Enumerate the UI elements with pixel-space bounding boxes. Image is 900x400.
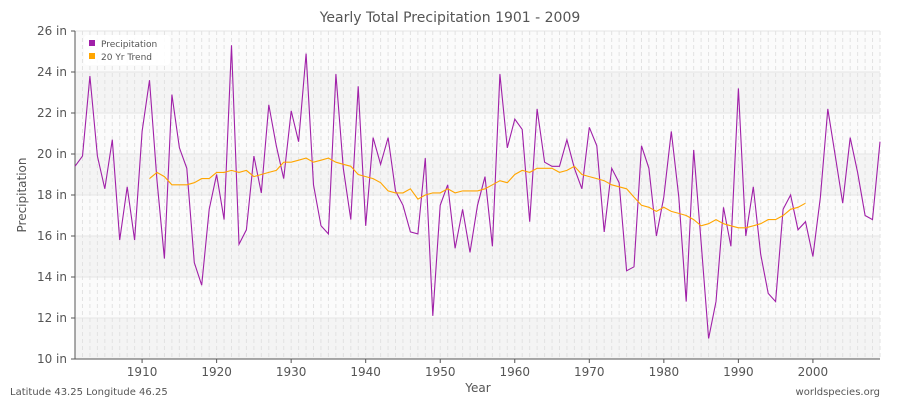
x-tick-label: 1930 xyxy=(276,365,307,379)
y-tick-label: 24 in xyxy=(37,65,67,79)
y-tick-label: 22 in xyxy=(37,106,67,120)
x-tick-label: 1920 xyxy=(201,365,232,379)
footer-source: worldspecies.org xyxy=(796,387,880,398)
trend-line xyxy=(149,157,806,229)
x-tick-label: 2000 xyxy=(798,365,829,379)
y-tick-label: 14 in xyxy=(37,270,67,284)
legend: Precipitation 20 Yr Trend xyxy=(84,35,170,65)
x-tick-label: 1980 xyxy=(649,365,680,379)
background-band xyxy=(75,113,880,154)
footer-location: Latitude 43.25 Longitude 46.25 xyxy=(10,387,168,398)
x-tick-label: 1960 xyxy=(499,365,530,379)
y-tick-label: 16 in xyxy=(37,229,67,243)
legend-label-trend: 20 Yr Trend xyxy=(101,53,152,63)
series-lines xyxy=(74,45,881,339)
y-axis-label: Precipitation xyxy=(15,157,29,232)
background-band xyxy=(75,72,880,113)
x-tick-label: 1950 xyxy=(425,365,456,379)
legend-box xyxy=(84,35,170,65)
x-tick-label: 1970 xyxy=(574,365,605,379)
chart-title: Yearly Total Precipitation 1901 - 2009 xyxy=(319,10,581,26)
background-band xyxy=(75,31,880,72)
background-band xyxy=(75,318,880,359)
x-tick-label: 1910 xyxy=(127,365,158,379)
x-axis-label: Year xyxy=(464,381,490,395)
legend-swatch-trend xyxy=(89,53,95,59)
legend-label-precipitation: Precipitation xyxy=(101,40,157,50)
y-tick-label: 10 in xyxy=(37,352,67,366)
legend-swatch-precipitation xyxy=(89,40,95,46)
axes: 10 in 12 in 14 in 16 in 18 in 20 in 22 in 24 in… xyxy=(37,24,880,379)
y-tick-label: 20 in xyxy=(37,147,67,161)
x-tick-label: 1940 xyxy=(350,365,381,379)
x-tick-label: 1990 xyxy=(723,365,754,379)
y-tick-label: 12 in xyxy=(37,311,67,325)
y-tick-label: 18 in xyxy=(37,188,67,202)
y-tick-label: 26 in xyxy=(37,24,67,38)
precipitation-line xyxy=(74,45,881,339)
